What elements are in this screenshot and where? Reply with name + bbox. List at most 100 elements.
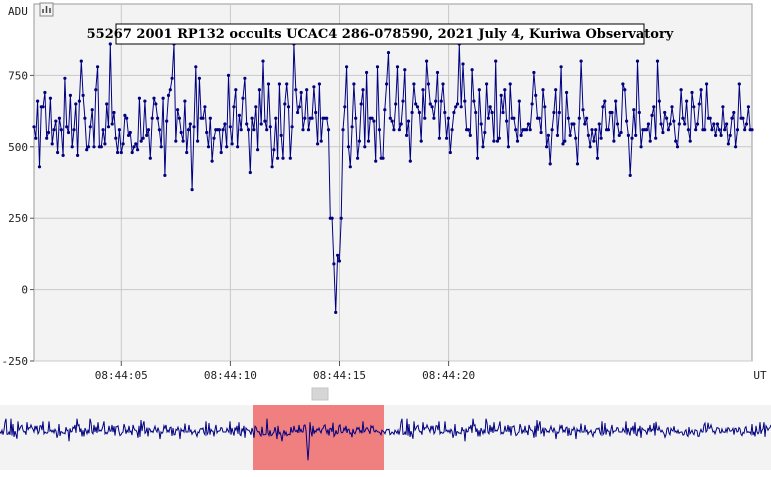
data-point: [557, 110, 561, 115]
data-point: [517, 99, 521, 103]
data-point: [310, 116, 314, 120]
data-point: [270, 165, 274, 169]
data-point: [179, 130, 183, 135]
data-point: [708, 116, 712, 120]
data-point: [606, 128, 611, 132]
data-point: [545, 145, 549, 149]
data-point: [525, 128, 529, 132]
data-point: [470, 68, 474, 72]
data-point: [714, 133, 718, 137]
data-point: [543, 105, 547, 109]
data-point: [354, 116, 358, 120]
data-point: [136, 148, 140, 152]
overview-selection-window[interactable]: [253, 405, 384, 470]
data-point: [546, 133, 551, 137]
data-point: [59, 128, 63, 132]
data-point: [639, 145, 643, 149]
data-point: [246, 128, 251, 132]
data-point: [432, 116, 436, 120]
data-point: [468, 133, 472, 137]
data-point: [472, 99, 476, 103]
data-point: [423, 116, 427, 120]
data-point: [272, 148, 276, 152]
data-point: [601, 105, 605, 109]
data-point: [350, 125, 354, 129]
data-point: [648, 139, 652, 143]
data-point: [717, 128, 721, 132]
data-point: [632, 108, 636, 112]
data-point: [483, 130, 487, 135]
data-point: [254, 105, 258, 109]
data-point: [388, 116, 392, 120]
data-point: [381, 156, 385, 160]
data-point: [430, 105, 434, 109]
data-point: [94, 88, 98, 92]
data-point: [157, 128, 161, 132]
data-point: [590, 128, 594, 132]
data-point: [239, 128, 243, 132]
chart-title-box: [115, 23, 645, 45]
data-point: [417, 110, 421, 115]
data-point: [614, 99, 618, 103]
bar-chart-zoom-icon[interactable]: [39, 2, 54, 17]
icon-bars: [42, 6, 51, 13]
data-point: [183, 99, 187, 103]
data-point: [90, 108, 94, 112]
data-point: [486, 116, 490, 120]
data-point: [577, 116, 581, 120]
data-point: [212, 136, 216, 140]
data-point: [670, 105, 674, 109]
data-point: [56, 150, 60, 155]
data-point: [243, 76, 247, 80]
data-point: [488, 105, 492, 109]
data-point: [719, 133, 723, 137]
data-point: [455, 102, 460, 106]
data-point: [152, 96, 156, 100]
data-point: [415, 105, 420, 109]
data-point: [61, 153, 65, 157]
data-point: [277, 82, 281, 86]
data-point: [234, 88, 238, 92]
overview-scroll-handle[interactable]: [311, 387, 329, 401]
data-point: [530, 102, 534, 106]
data-point: [519, 133, 523, 137]
y-tick-label: 250: [8, 212, 28, 225]
data-point: [494, 59, 498, 63]
data-point: [359, 102, 363, 106]
data-point: [454, 105, 458, 109]
data-point: [679, 88, 683, 92]
data-point: [441, 82, 445, 86]
data-point: [730, 116, 734, 120]
data-point: [121, 142, 125, 146]
data-point: [197, 76, 201, 80]
data-point: [192, 125, 196, 129]
data-point: [699, 88, 703, 92]
x-tick-label: 08:44:05: [95, 369, 148, 382]
data-point: [674, 139, 678, 143]
data-point: [652, 105, 656, 109]
data-point: [532, 70, 536, 75]
data-point: [32, 125, 36, 129]
data-point: [43, 90, 47, 95]
data-point: [435, 70, 440, 75]
data-point: [148, 156, 152, 160]
data-point: [477, 88, 481, 92]
data-point: [750, 128, 754, 132]
overview-panel[interactable]: [0, 405, 771, 470]
data-point: [475, 156, 480, 160]
x-axis-label: UT: [753, 369, 767, 382]
data-point: [645, 128, 649, 132]
data-point: [537, 116, 541, 120]
data-point: [625, 119, 629, 123]
data-point: [159, 145, 163, 149]
data-point: [597, 122, 601, 126]
data-point: [186, 128, 191, 132]
data-point: [697, 102, 701, 106]
data-point: [615, 122, 620, 126]
data-point: [241, 96, 245, 100]
data-point: [737, 82, 741, 86]
y-tick-label: 500: [8, 141, 28, 154]
data-point: [659, 122, 663, 126]
data-point: [610, 110, 614, 115]
data-point: [548, 162, 552, 166]
